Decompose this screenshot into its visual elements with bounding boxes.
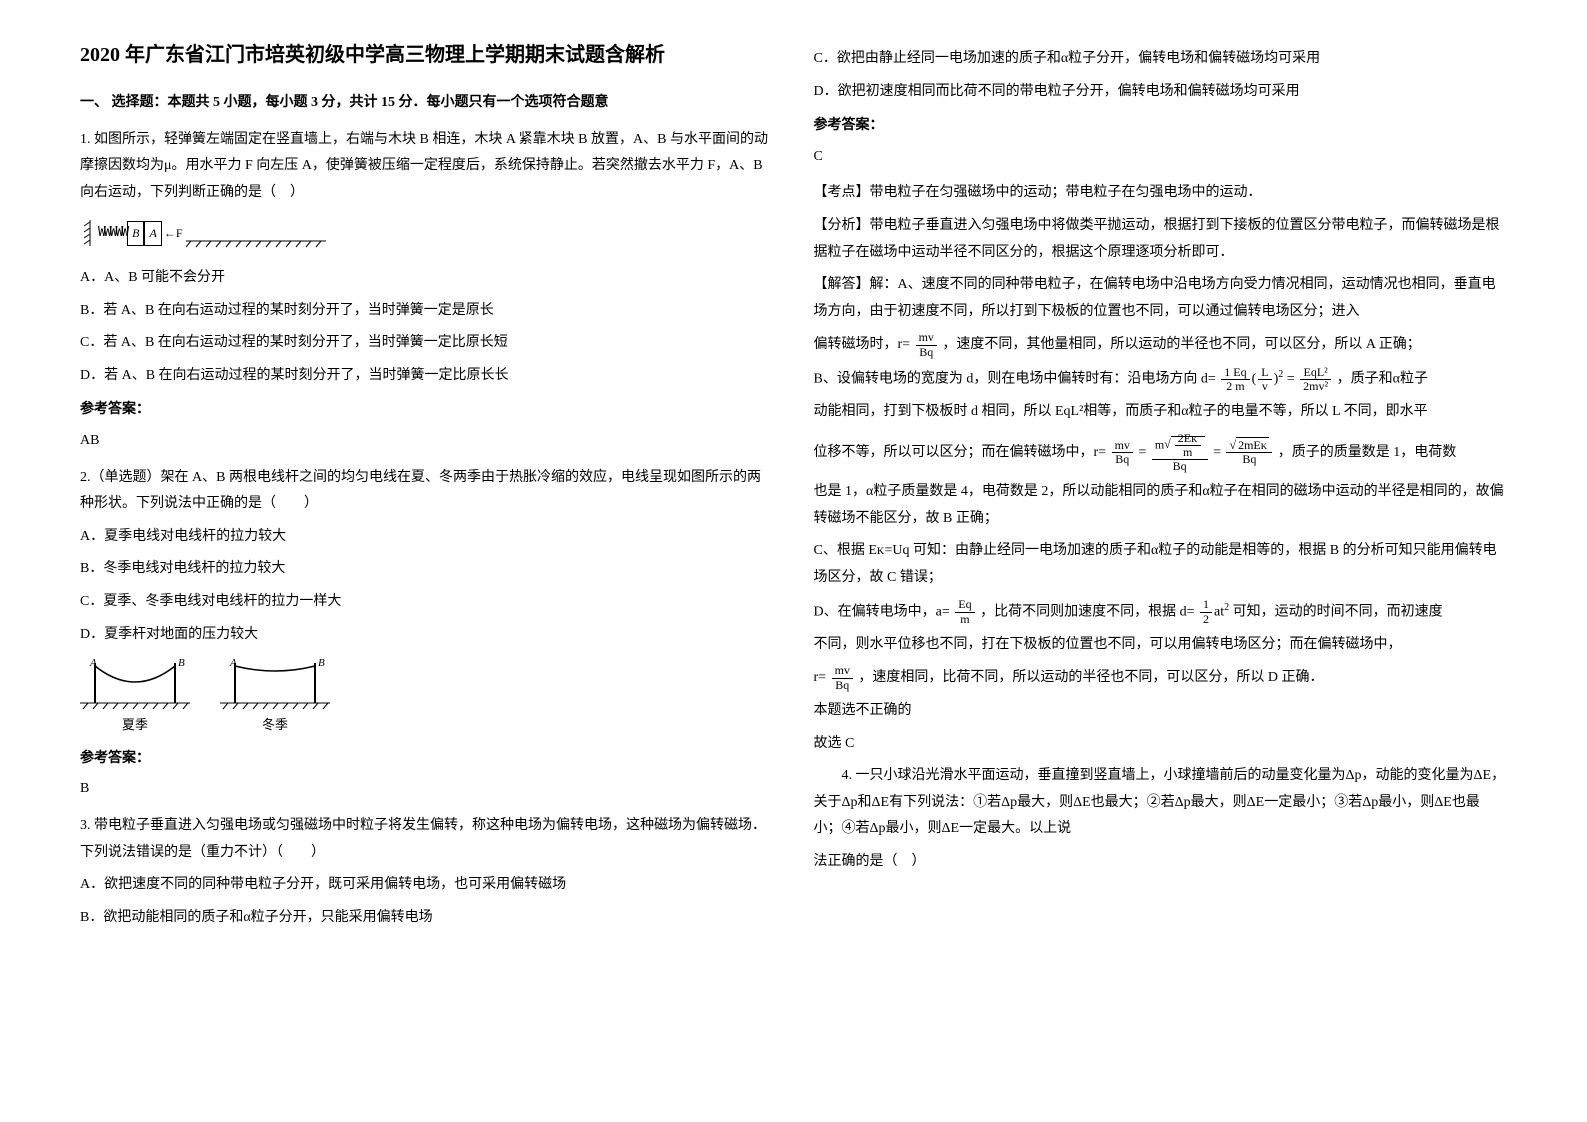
- q3-optd: D．欲把初速度相同而比荷不同的带电粒子分开，偏转电场和偏转磁场均可采用: [814, 79, 1508, 106]
- q1-ans-label: 参考答案：: [80, 397, 774, 424]
- q3-optc: C．欲把由静止经同一电场加速的质子和α粒子分开，偏转电场和偏转磁场均可采用: [814, 46, 1508, 73]
- q2-stem: 2.（单选题）架在 A、B 两根电线杆之间的均匀电线在夏、冬两季由于热胀冷缩的效…: [80, 465, 774, 518]
- formula-r2: mv Bq: [1112, 439, 1133, 466]
- q3-jieda-b6: 也是 1，α粒子质量数是 4，电荷数是 2，所以动能相同的质子和α粒子在相同的磁…: [814, 479, 1508, 532]
- q3-jieda-a: 【解答】解：A、速度不同的同种带电粒子，在偏转电场中沿电场方向受力情况相同，运动…: [814, 272, 1508, 325]
- spring-icon: WWWWW: [98, 221, 127, 246]
- q3-jieda-d5: r= mv Bq ，速度相同，比荷不同，所以运动的半径也不同，可以区分，所以 D…: [814, 664, 1508, 692]
- svg-text:A: A: [89, 658, 97, 669]
- q2-opta: A．夏季电线对电线杆的拉力较大: [80, 524, 774, 551]
- q3-ans-label: 参考答案：: [814, 113, 1508, 140]
- q4-stem: 4. 一只小球沿光滑水平面运动，垂直撞到竖直墙上，小球撞墙前后的动量变化量为Δp…: [814, 763, 1508, 843]
- wall-icon: [80, 218, 98, 248]
- q1-ans: AB: [80, 428, 774, 455]
- q2-ans: B: [80, 776, 774, 803]
- q3-end1: 本题选不正确的: [814, 698, 1508, 725]
- q1-optc: C．若 A、B 在向右运动过程的某时刻分开了，当时弹簧一定比原长短: [80, 330, 774, 357]
- q3-jieda-c: C、根据 Eᴋ=Uq 可知：由静止经同一电场加速的质子和α粒子的动能是相等的，根…: [814, 538, 1508, 591]
- q3-opta: A．欲把速度不同的同种带电粒子分开，既可采用偏转电场，也可采用偏转磁场: [80, 872, 774, 899]
- summer-wire-icon: A B: [80, 658, 190, 713]
- q4-stem-end: 法正确的是（ ）: [814, 849, 1508, 876]
- winter-figure: A B 冬季: [220, 658, 330, 738]
- block-a: A: [144, 221, 161, 246]
- q3-end2: 故选 C: [814, 731, 1508, 758]
- formula-lv: L v: [1258, 366, 1271, 393]
- q3-jieda-b3: 动能相同，打到下极板时 d 相同，所以 EqL²相等，而质子和α粒子的电量不等，…: [814, 399, 1508, 426]
- summer-label: 夏季: [122, 717, 148, 732]
- force-arrow: ←F: [164, 222, 183, 245]
- formula-eql2: EqL² 2mv²: [1300, 366, 1331, 393]
- formula-mv-bq-2: mv Bq: [832, 664, 853, 691]
- q3-jieda-a2: 偏转磁场时，r= mv Bq ，速度不同，其他量相同，所以运动的半径也不同，可以…: [814, 331, 1508, 359]
- q1-stem: 1. 如图所示，轻弹簧左端固定在竖直墙上，右端与木块 B 相连，木块 A 紧靠木…: [80, 127, 774, 207]
- q3-jieda-d4: 不同，则水平位移也不同，打在下极板的位置也不同，可以用偏转电场区分；而在偏转磁场…: [814, 632, 1508, 659]
- q3-jieda-b: B、设偏转电场的宽度为 d，则在电场中偏转时有：沿电场方向 d= 1 Eq 2 …: [814, 365, 1508, 393]
- formula-eq-m: Eq m: [955, 598, 974, 625]
- summer-figure: A B 夏季: [80, 658, 190, 738]
- ground-icon: [186, 240, 326, 248]
- q3-ans: C: [814, 144, 1508, 171]
- q3-kaodian: 【考点】带电粒子在匀强磁场中的运动；带电粒子在匀强电场中的运动．: [814, 180, 1508, 207]
- block-b: B: [127, 221, 144, 246]
- left-column: 2020 年广东省江门市培英初级中学高三物理上学期期末试题含解析 一、 选择题：…: [60, 40, 794, 1082]
- q3-optb: B．欲把动能相同的质子和α粒子分开，只能采用偏转电场: [80, 905, 774, 932]
- right-column: C．欲把由静止经同一电场加速的质子和α粒子分开，偏转电场和偏转磁场均可采用 D．…: [794, 40, 1528, 1082]
- svg-text:A: A: [229, 658, 237, 669]
- winter-wire-icon: A B: [220, 658, 330, 713]
- formula-mv-bq: mv Bq: [916, 331, 937, 358]
- q1-optb: B．若 A、B 在向右运动过程的某时刻分开了，当时弹簧一定是原长: [80, 298, 774, 325]
- winter-label: 冬季: [262, 717, 288, 732]
- section-heading: 一、 选择题：本题共 5 小题，每小题 3 分，共计 15 分．每小题只有一个选…: [80, 90, 774, 117]
- formula-r4: 2mEᴋ Bq: [1226, 439, 1272, 466]
- q3-jieda-d: D、在偏转电场中，a= Eq m ，比荷不同则加速度不同，根据 d= 1 2 a…: [814, 598, 1508, 626]
- q3-fenxi: 【分析】带电粒子垂直进入匀强电场中将做类平抛运动，根据打到下接板的位置区分带电粒…: [814, 213, 1508, 266]
- formula-r3: m2Eᴋm Bq: [1152, 432, 1208, 474]
- q1-optd: D．若 A、B 在向右运动过程的某时刻分开了，当时弹簧一定比原长长: [80, 363, 774, 390]
- formula-d1: 1 Eq 2 m: [1221, 366, 1249, 393]
- q2-optb: B．冬季电线对电线杆的拉力较大: [80, 556, 774, 583]
- formula-half-at2: 1 2: [1200, 598, 1212, 625]
- q2-ans-label: 参考答案：: [80, 746, 774, 773]
- svg-text:B: B: [178, 658, 185, 669]
- q1-figure: WWWWW B A ←F: [80, 218, 183, 248]
- q2-figure: A B 夏季 A B: [80, 658, 774, 738]
- svg-text:B: B: [318, 658, 325, 669]
- doc-title: 2020 年广东省江门市培英初级中学高三物理上学期期末试题含解析: [80, 40, 774, 70]
- q2-optc: C．夏季、冬季电线对电线杆的拉力一样大: [80, 589, 774, 616]
- q3-jieda-b4: 位移不等，所以可以区分；而在偏转磁场中，r= mv Bq = m2Eᴋm Bq …: [814, 432, 1508, 474]
- q2-optd: D．夏季杆对地面的压力较大: [80, 622, 774, 649]
- q1-opta: A．A、B 可能不会分开: [80, 265, 774, 292]
- q3-stem: 3. 带电粒子垂直进入匀强电场或匀强磁场中时粒子将发生偏转，称这种电场为偏转电场…: [80, 813, 774, 866]
